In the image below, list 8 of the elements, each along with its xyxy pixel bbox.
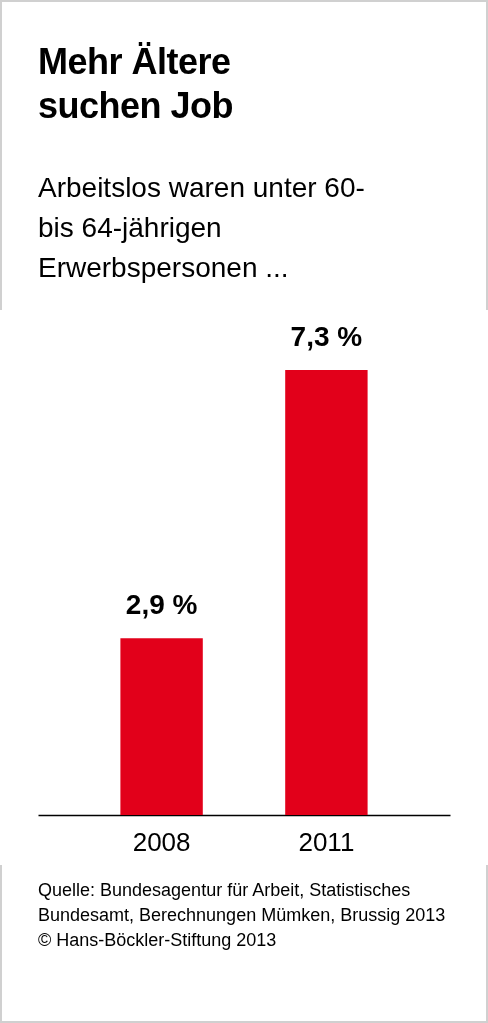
x-tick-label: 2011	[298, 826, 355, 857]
x-tick-label: 2008	[132, 826, 191, 857]
source-note: Quelle: Bundesagentur für Arbeit, Statistisches Bundesamt, Berechnungen Mümken, Brussig 2013	[38, 879, 447, 927]
chart-title: Mehr Ältere suchen Job	[38, 40, 235, 128]
data-label: 7,3 %	[290, 321, 363, 352]
chart-subtitle: Arbeitslos waren unter 60- bis 64-jährigen Erwerbspersonen ...	[38, 171, 366, 285]
data-label: 2,9 %	[125, 589, 198, 621]
text: © Hans-Böckler-Stiftung 2013	[38, 929, 278, 952]
